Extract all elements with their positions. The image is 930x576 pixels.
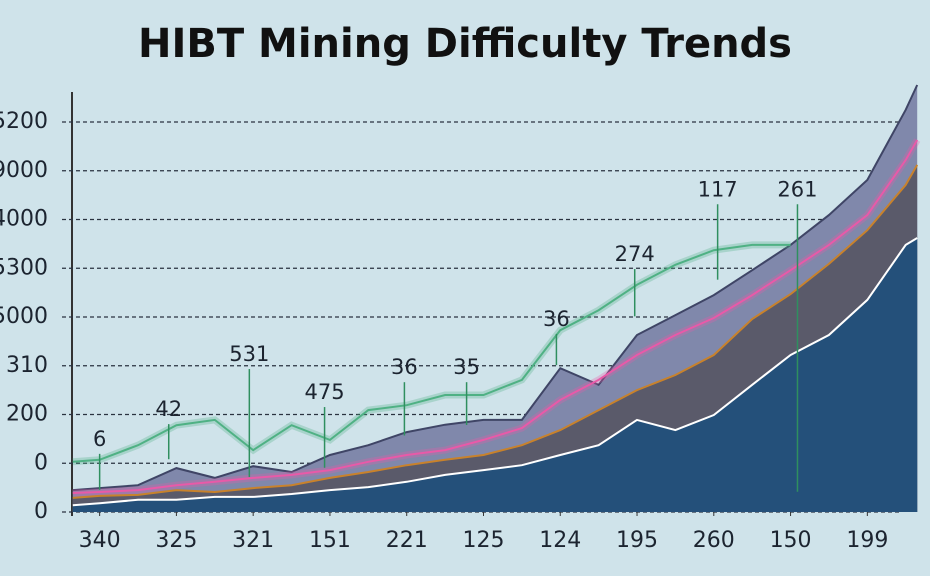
annotation: 36 <box>543 307 570 331</box>
x-tick-label: 260 <box>693 528 735 553</box>
x-tick-label: 340 <box>79 528 121 553</box>
annotation: 35 <box>453 355 480 379</box>
y-tick-label: 4000 <box>0 207 48 232</box>
y-tick-label: 0 <box>34 499 48 524</box>
annotation: 261 <box>777 177 817 201</box>
annotation: 117 <box>698 177 738 201</box>
x-tick-label: 221 <box>386 528 428 553</box>
annotation: 42 <box>155 397 182 421</box>
y-tick-label: 5000 <box>0 304 48 329</box>
chart-title: HIBT Mining Difficulty Trends <box>138 21 792 67</box>
y-tick-label: 0 <box>34 450 48 475</box>
y-tick-label: 310 <box>6 353 48 378</box>
x-tick-label: 195 <box>616 528 658 553</box>
annotation: 36 <box>391 355 418 379</box>
annotation: 274 <box>615 242 655 266</box>
area <box>72 238 918 512</box>
y-tick-label: 9000 <box>0 158 48 183</box>
x-tick-label: 325 <box>155 528 197 553</box>
x-tick-label: 151 <box>309 528 351 553</box>
x-tick-label: 199 <box>846 528 888 553</box>
line <box>72 243 791 463</box>
annotation: 6 <box>93 427 106 451</box>
annotation: 475 <box>305 380 345 404</box>
x-tick-label: 321 <box>232 528 274 553</box>
annotation: 531 <box>229 342 269 366</box>
y-tick-label: 5300 <box>0 255 48 280</box>
y-tick-label: 200 <box>6 402 48 427</box>
x-tick-label: 124 <box>539 528 581 553</box>
x-tick-label: 150 <box>770 528 812 553</box>
y-tick-label: 5200 <box>0 109 48 134</box>
x-tick-label: 125 <box>462 528 504 553</box>
